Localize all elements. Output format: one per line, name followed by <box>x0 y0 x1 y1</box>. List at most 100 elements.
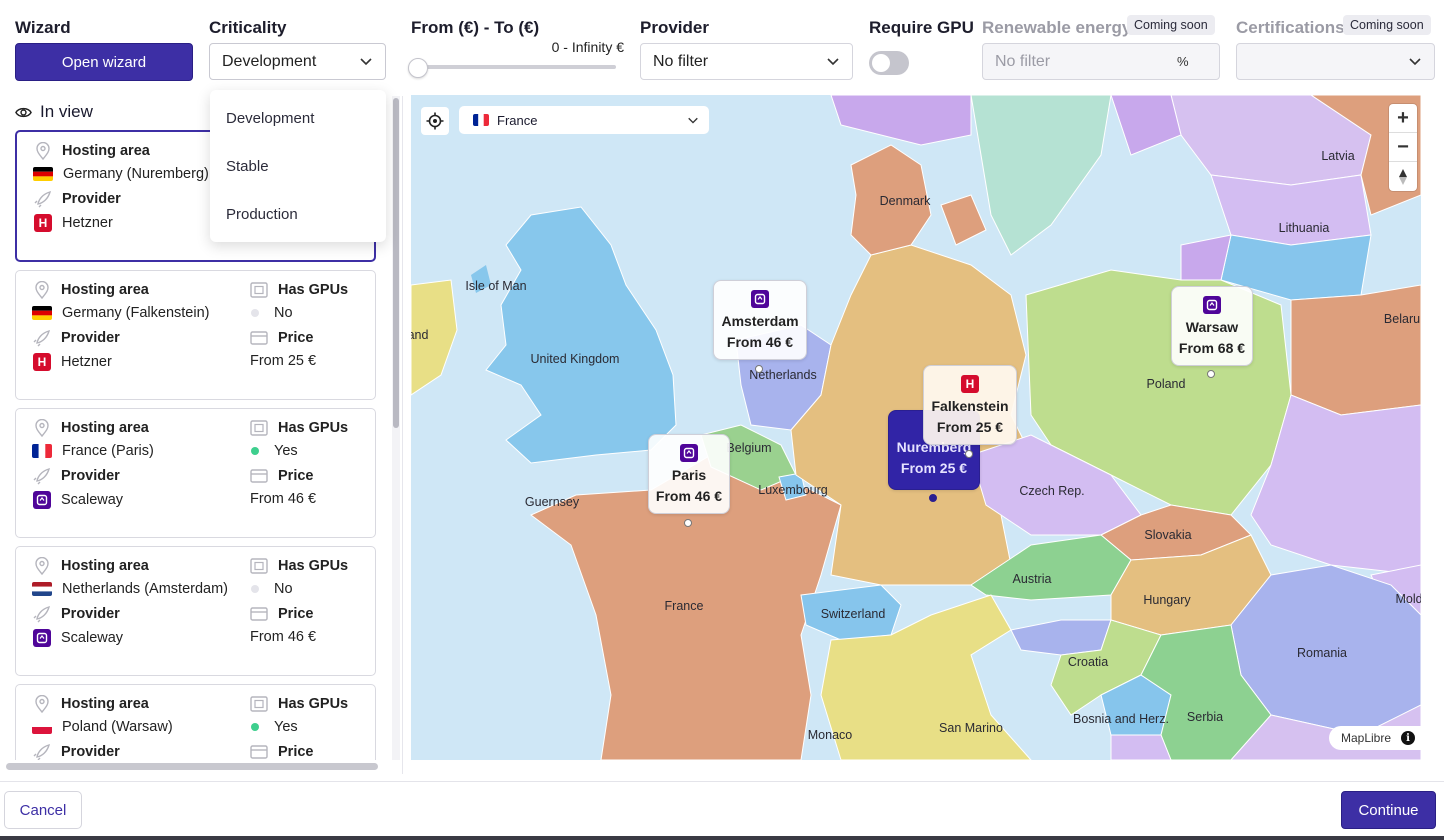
hosting-area-row: Hosting area <box>33 695 149 713</box>
in-view-header: In view <box>15 102 93 122</box>
provider-label: Provider <box>61 468 120 484</box>
renewable-unit: % <box>1177 54 1189 69</box>
price-value-row: From 46 € <box>250 491 316 507</box>
hosting-area-row: Hosting area <box>33 419 149 437</box>
server-card[interactable]: Hosting area Germany (Falkenstein) Provide… <box>15 270 376 400</box>
price-value: From 46 € <box>250 491 317 507</box>
list-vertical-scrollbar[interactable] <box>392 96 400 760</box>
wizard-label: Wizard <box>15 18 71 37</box>
gpu-status-dot <box>251 447 259 455</box>
map-label: France <box>664 599 704 613</box>
map-label: Czech Rep. <box>1019 484 1085 498</box>
credit-card-icon <box>250 743 268 760</box>
price-label: Price <box>278 330 314 346</box>
rocket-icon <box>33 329 51 347</box>
price-slider-track[interactable] <box>416 65 616 69</box>
france-flag-icon <box>473 114 489 126</box>
provider-value: Hetzner <box>61 354 112 370</box>
price-header-row: Price <box>250 743 313 760</box>
server-card[interactable]: Hosting area Poland (Warsaw) Provider Has G… <box>15 684 376 760</box>
provider-select[interactable]: No filter <box>640 43 853 80</box>
zoom-in-button[interactable]: + <box>1389 104 1417 133</box>
pin-anchor <box>755 365 763 373</box>
map-label: United Kingdom <box>530 352 620 366</box>
server-card[interactable]: Hosting area Netherlands (Amsterdam) Provi… <box>15 546 376 676</box>
credit-card-icon <box>250 605 268 623</box>
info-icon[interactable]: i <box>1401 731 1415 745</box>
country-select[interactable]: France <box>459 106 709 134</box>
map-pin-warsaw[interactable]: Warsaw From 68 € <box>1171 286 1253 366</box>
crosshair-icon <box>426 112 444 130</box>
panel-divider <box>402 96 403 774</box>
gpu-value: No <box>274 305 293 321</box>
map-label: Belaru <box>1383 312 1421 326</box>
gpu-label: Require GPU <box>869 18 974 37</box>
pin-anchor <box>684 519 692 527</box>
renewable-input: No filter % <box>982 43 1220 80</box>
hosting-area-label: Hosting area <box>61 420 149 436</box>
map-label: Latvia <box>1321 149 1355 163</box>
zoom-out-button[interactable]: − <box>1389 133 1417 162</box>
provider-row: Provider <box>33 467 120 485</box>
gpu-chip-icon <box>250 557 268 575</box>
gpu-value: Yes <box>274 443 298 459</box>
renewable-placeholder: No filter <box>995 52 1051 70</box>
gpu-value-row: Yes <box>246 443 298 459</box>
area-row: Germany (Falkenstein) <box>32 305 209 321</box>
map-pin-falkenstein[interactable]: H Falkenstein From 25 € <box>923 365 1017 445</box>
credit-card-icon <box>250 467 268 485</box>
gpu-status-dot <box>251 585 259 593</box>
provider-label: Provider <box>61 744 120 760</box>
open-wizard-button[interactable]: Open wizard <box>15 43 193 81</box>
gpu-value-row: No <box>246 305 293 321</box>
reset-bearing-button[interactable] <box>1389 162 1417 191</box>
map-label: Slovakia <box>1144 528 1192 542</box>
map-pin-paris[interactable]: Paris From 46 € <box>648 434 730 514</box>
locate-button[interactable] <box>421 107 449 135</box>
eye-icon <box>15 107 32 117</box>
criticality-option-production[interactable]: Production <box>226 205 298 223</box>
map-pin-amsterdam[interactable]: Amsterdam From 46 € <box>713 280 807 360</box>
map-label: Denmark <box>879 194 931 208</box>
pin-price: From 25 € <box>936 419 1004 435</box>
price-slider-thumb[interactable] <box>408 58 428 78</box>
pin-city: Warsaw <box>1185 319 1239 335</box>
area-value: France (Paris) <box>62 443 154 459</box>
credit-card-icon <box>250 329 268 347</box>
criticality-select[interactable]: Development <box>209 43 386 80</box>
renewable-coming-soon-badge: Coming soon <box>1127 15 1215 35</box>
rocket-icon <box>33 743 51 760</box>
map-basemap <box>411 95 1421 760</box>
gpu-status-dot <box>251 309 259 317</box>
continue-button[interactable]: Continue <box>1341 791 1436 829</box>
list-horizontal-scrollbar[interactable] <box>6 763 378 770</box>
map-attribution[interactable]: MapLibre i <box>1328 726 1421 750</box>
map-label: Hungary <box>1143 593 1191 607</box>
scrollbar-thumb[interactable] <box>393 98 399 428</box>
gpu-toggle[interactable] <box>869 51 909 75</box>
area-value: Germany (Nuremberg) <box>63 166 209 182</box>
server-list[interactable]: Hosting area Germany (Nuremberg) Provider H… <box>0 124 392 760</box>
map-label: Mold <box>1395 592 1421 606</box>
criticality-option-stable[interactable]: Stable <box>226 157 269 175</box>
has-gpus-label: Has GPUs <box>278 696 349 712</box>
has-gpus-label: Has GPUs <box>278 420 349 436</box>
price-value-row: From 25 € <box>250 353 316 369</box>
price-header-row: Price <box>250 329 313 347</box>
certifications-coming-soon-badge: Coming soon <box>1343 15 1431 35</box>
de-flag-icon <box>33 167 53 181</box>
provider-value-row: Scaleway <box>33 629 123 647</box>
criticality-option-development[interactable]: Development <box>226 109 315 127</box>
toggle-knob <box>872 54 890 72</box>
price-label: Price <box>278 744 314 760</box>
server-card[interactable]: Hosting area France (Paris) Provider Scalew… <box>15 408 376 538</box>
map[interactable]: Latvia Lithuania Denmark Isle of Man Uni… <box>411 95 1421 760</box>
cancel-button[interactable]: Cancel <box>4 791 82 829</box>
price-value: From 25 € <box>250 353 317 369</box>
rocket-icon <box>33 467 51 485</box>
chevron-down-icon <box>1409 58 1421 66</box>
area-value: Netherlands (Amsterdam) <box>62 581 228 597</box>
fr-flag-icon <box>32 444 52 458</box>
scaleway-logo-icon <box>680 444 698 462</box>
scaleway-logo-icon <box>33 629 51 647</box>
